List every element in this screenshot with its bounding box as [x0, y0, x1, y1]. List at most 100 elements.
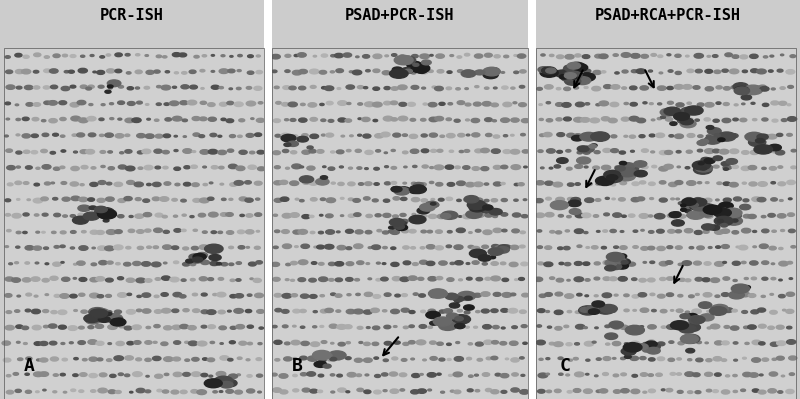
Circle shape: [274, 166, 280, 169]
Circle shape: [758, 390, 766, 394]
Circle shape: [503, 135, 508, 137]
Circle shape: [338, 101, 347, 105]
Circle shape: [559, 160, 565, 163]
Circle shape: [81, 55, 85, 57]
Circle shape: [170, 101, 179, 106]
Circle shape: [514, 199, 518, 201]
Circle shape: [5, 277, 14, 281]
Circle shape: [420, 247, 425, 249]
Circle shape: [354, 244, 363, 249]
Circle shape: [669, 182, 677, 187]
Circle shape: [402, 359, 407, 361]
Circle shape: [183, 309, 189, 312]
Circle shape: [546, 149, 555, 153]
Circle shape: [545, 85, 553, 89]
Circle shape: [786, 389, 794, 393]
Circle shape: [394, 224, 405, 229]
Circle shape: [690, 198, 706, 206]
Circle shape: [419, 260, 427, 264]
Circle shape: [474, 374, 478, 376]
Circle shape: [658, 342, 665, 346]
Circle shape: [80, 184, 84, 186]
Circle shape: [602, 117, 610, 121]
Circle shape: [709, 225, 720, 230]
Circle shape: [629, 214, 635, 217]
Circle shape: [555, 326, 562, 330]
Circle shape: [631, 70, 638, 73]
Circle shape: [494, 245, 506, 251]
Circle shape: [106, 312, 112, 316]
Circle shape: [678, 119, 686, 123]
Circle shape: [282, 244, 291, 249]
Circle shape: [683, 323, 700, 332]
Circle shape: [469, 375, 473, 377]
Circle shape: [343, 53, 351, 57]
Circle shape: [730, 134, 738, 138]
Circle shape: [17, 199, 20, 200]
Circle shape: [410, 134, 418, 138]
Circle shape: [771, 182, 775, 184]
Circle shape: [329, 279, 334, 281]
Circle shape: [142, 309, 151, 313]
Circle shape: [313, 326, 317, 328]
Circle shape: [602, 373, 609, 375]
Circle shape: [768, 326, 774, 329]
Circle shape: [31, 134, 38, 138]
Circle shape: [618, 198, 626, 201]
Circle shape: [358, 103, 362, 105]
Circle shape: [713, 134, 718, 136]
Circle shape: [666, 261, 673, 264]
Circle shape: [201, 325, 206, 328]
Circle shape: [16, 119, 21, 120]
Circle shape: [390, 218, 405, 226]
Circle shape: [643, 342, 647, 345]
Circle shape: [256, 358, 262, 361]
Circle shape: [362, 117, 370, 122]
Circle shape: [398, 187, 410, 193]
Text: B: B: [292, 357, 303, 375]
Circle shape: [465, 88, 468, 89]
Circle shape: [98, 310, 103, 313]
Circle shape: [679, 119, 684, 121]
Circle shape: [567, 198, 574, 201]
Circle shape: [199, 198, 209, 203]
Circle shape: [456, 228, 466, 233]
Circle shape: [789, 229, 795, 233]
Circle shape: [16, 231, 21, 234]
Circle shape: [786, 309, 794, 313]
Circle shape: [700, 139, 709, 144]
Circle shape: [390, 372, 398, 376]
Circle shape: [787, 117, 797, 121]
Circle shape: [97, 198, 105, 202]
Circle shape: [192, 151, 196, 152]
Circle shape: [127, 293, 131, 296]
Circle shape: [155, 278, 161, 280]
Circle shape: [301, 294, 309, 298]
Circle shape: [514, 55, 518, 56]
Circle shape: [273, 277, 280, 281]
Circle shape: [780, 87, 785, 89]
Circle shape: [310, 69, 319, 74]
Circle shape: [559, 75, 568, 79]
Circle shape: [365, 231, 372, 234]
Circle shape: [490, 309, 498, 312]
Circle shape: [302, 215, 310, 219]
Circle shape: [311, 262, 317, 265]
Circle shape: [502, 229, 507, 232]
Circle shape: [385, 166, 389, 168]
Circle shape: [563, 247, 570, 250]
Circle shape: [83, 212, 99, 220]
Circle shape: [477, 358, 482, 361]
Circle shape: [400, 389, 405, 391]
Circle shape: [320, 198, 326, 201]
Circle shape: [689, 118, 693, 120]
Circle shape: [5, 326, 14, 330]
Circle shape: [99, 118, 104, 120]
Circle shape: [474, 326, 478, 328]
Circle shape: [118, 165, 126, 169]
Circle shape: [778, 182, 786, 186]
Circle shape: [53, 262, 61, 266]
Circle shape: [274, 246, 278, 249]
Circle shape: [546, 68, 556, 73]
Circle shape: [133, 261, 141, 265]
